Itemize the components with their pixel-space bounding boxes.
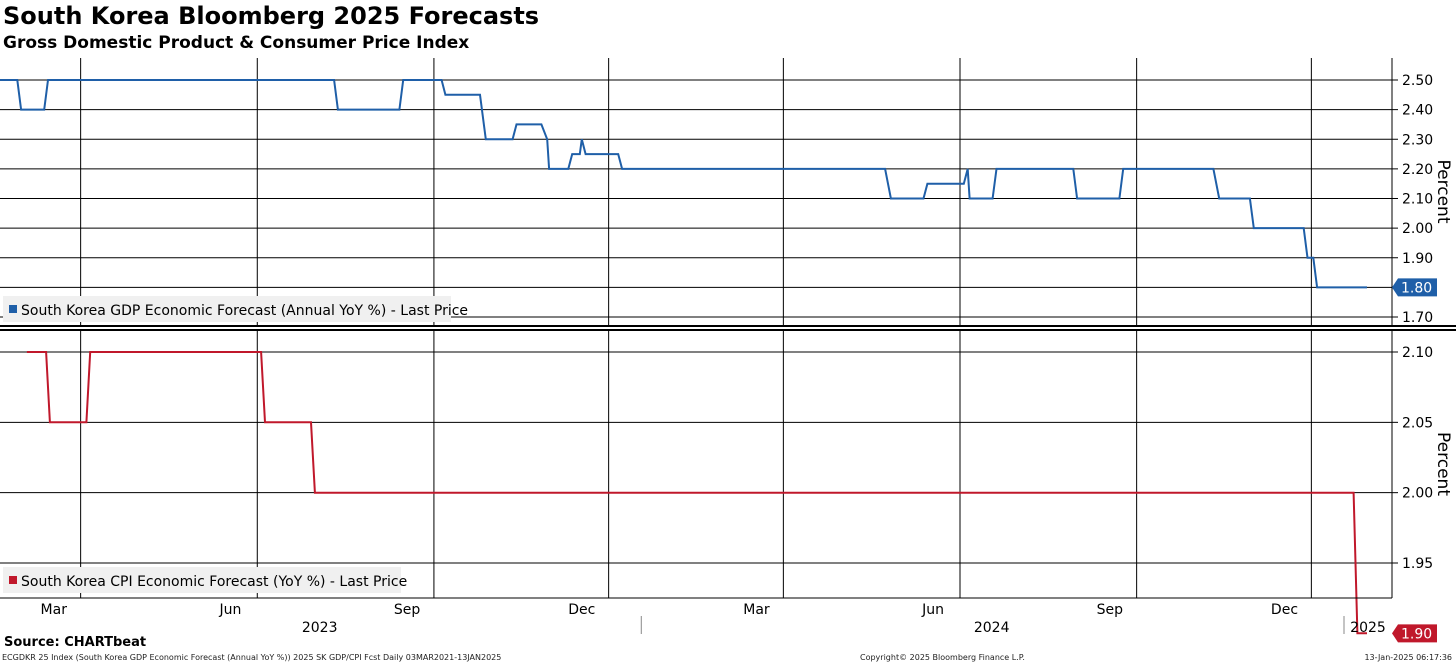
x-tick-label: Sep xyxy=(394,602,421,618)
footer-timestamp: 13-Jan-2025 06:17:36 xyxy=(1364,653,1452,662)
x-tick-label: Jun xyxy=(218,602,241,618)
gdp-legend: South Korea GDP Economic Forecast (Annua… xyxy=(3,296,468,322)
cpi-ytick-label: 2.05 xyxy=(1402,415,1433,431)
cpi-series-line xyxy=(26,351,1367,635)
gdp-legend-label: South Korea GDP Economic Forecast (Annua… xyxy=(21,303,468,319)
source-note: Source: CHARTbeat xyxy=(4,635,147,650)
gdp-ytick-label: 2.50 xyxy=(1402,73,1433,89)
gdp-y-axis-label: Percent xyxy=(1433,160,1453,224)
x-tick-label: Mar xyxy=(743,602,770,618)
gdp-ytick-label: 1.70 xyxy=(1402,310,1433,326)
gdp-ytick-label: 2.30 xyxy=(1402,132,1433,148)
cpi-ytick-label: 2.00 xyxy=(1402,486,1433,502)
cpi-ytick-label: 1.95 xyxy=(1402,556,1433,572)
gdp-ytick-label: 2.20 xyxy=(1402,162,1433,178)
footer-copyright: Copyright© 2025 Bloomberg Finance L.P. xyxy=(860,653,1025,662)
gdp-ytick-label: 2.00 xyxy=(1402,221,1433,237)
gdp-ytick-label: 2.40 xyxy=(1402,103,1433,119)
x-year-label: 2024 xyxy=(974,620,1010,636)
x-year-label: 2025 xyxy=(1350,620,1386,636)
gdp-ytick-label: 1.90 xyxy=(1402,251,1433,267)
gdp-panel-grid xyxy=(0,58,1392,325)
gdp-ytick-label: 2.10 xyxy=(1402,192,1433,208)
x-tick-label: Mar xyxy=(41,602,68,618)
cpi-legend-swatch xyxy=(9,576,17,584)
gdp-series-group xyxy=(0,79,1367,289)
gdp-legend-swatch xyxy=(9,305,17,313)
gdp-last-value-badge xyxy=(1392,278,1437,297)
cpi-legend-label: South Korea CPI Economic Forecast (YoY %… xyxy=(21,574,407,590)
gdp-last-value-label: 1.80 xyxy=(1401,280,1432,296)
x-tick-label: Sep xyxy=(1097,602,1124,618)
x-year-label: 2023 xyxy=(302,620,338,636)
cpi-panel-grid xyxy=(0,330,1392,598)
cpi-ytick-label: 2.10 xyxy=(1402,345,1433,361)
chart-title: South Korea Bloomberg 2025 Forecasts xyxy=(3,2,540,30)
x-tick-label: Dec xyxy=(568,602,595,618)
gdp-series-line xyxy=(0,79,1367,289)
cpi-series-group xyxy=(26,351,1367,635)
cpi-y-axis-label: Percent xyxy=(1433,432,1453,496)
cpi-last-value-label: 1.90 xyxy=(1401,626,1432,642)
axes-group: 1.70 1.80 1.90 2.00 2.10 2.20 2.30 2.40 2.50 Perc… xyxy=(0,58,1456,643)
x-tick-label: Jun xyxy=(921,602,944,618)
cpi-legend: South Korea CPI Economic Forecast (YoY %… xyxy=(3,567,407,593)
x-tick-label: Dec xyxy=(1271,602,1298,618)
chart-subtitle: Gross Domestic Product & Consumer Price … xyxy=(3,33,470,53)
cpi-last-value-badge xyxy=(1392,624,1437,643)
footer-description: ECGDKR 25 Index (South Korea GDP Economi… xyxy=(2,653,502,662)
